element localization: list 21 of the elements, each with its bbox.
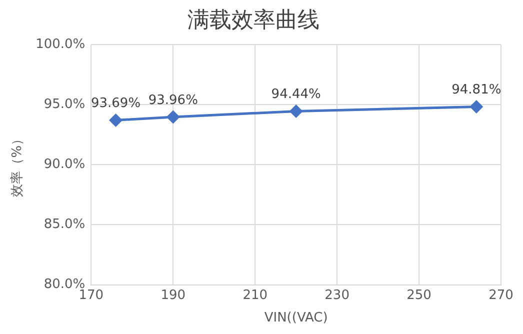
data-label: 94.81% [452, 82, 502, 98]
x-tick-label: 210 [242, 288, 268, 303]
point [290, 104, 302, 118]
x-tick-label: 190 [160, 288, 186, 303]
x-tick-label: 270 [488, 288, 514, 303]
data-label: 94.44% [271, 87, 321, 102]
data-label: 93.96% [148, 92, 198, 108]
x-axis-title: VIN((VAC) [264, 310, 328, 326]
x-tick-label: 170 [78, 288, 104, 303]
point [166, 110, 180, 124]
x-tick-label: 230 [324, 288, 350, 303]
y-tick-label: 95.0% [44, 96, 86, 112]
y-tick-label: 90.0% [44, 156, 86, 172]
y-tick-label: 85.0% [44, 217, 86, 232]
point [470, 100, 483, 114]
y-tick-label: 100.0% [36, 36, 86, 52]
data-label: 93.69% [90, 96, 141, 112]
chart-title: 满载效率曲线 [188, 8, 320, 33]
y-axis-title: 效率（%） [9, 132, 26, 197]
x-tick-label: 250 [406, 288, 432, 303]
point [110, 114, 122, 126]
